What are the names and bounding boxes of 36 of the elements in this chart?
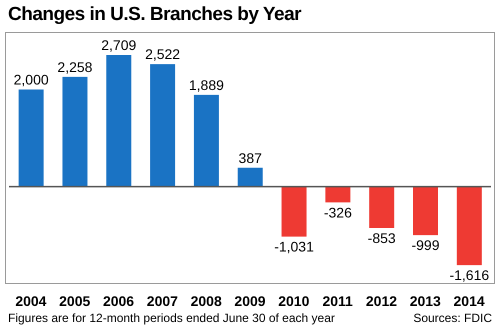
chart-title: Changes in U.S. Branches by Year xyxy=(8,4,302,26)
bar xyxy=(325,186,350,202)
data-label: 387 xyxy=(238,150,262,166)
x-tick-label: 2012 xyxy=(366,292,398,309)
x-tick-label: 2013 xyxy=(410,292,442,309)
data-label: -326 xyxy=(324,204,352,220)
data-label: 2,709 xyxy=(101,37,136,54)
x-tick-label: 2014 xyxy=(454,292,485,309)
data-label: 2,522 xyxy=(145,46,180,62)
bar xyxy=(18,89,44,187)
bar xyxy=(194,94,219,187)
x-tick-label: 2007 xyxy=(146,292,178,309)
data-label: -999 xyxy=(411,237,440,254)
data-label: 1,889 xyxy=(188,76,224,93)
data-label: -1,616 xyxy=(449,267,490,284)
data-label: 2,258 xyxy=(57,58,93,75)
bar xyxy=(238,168,263,187)
bar xyxy=(456,186,482,266)
text: Figures are for 12-month periods ended June 30 of each year xyxy=(8,311,335,325)
bar xyxy=(62,76,88,187)
x-tick-label: 2008 xyxy=(190,292,222,309)
x-tick-label: 2011 xyxy=(322,292,354,309)
x-tick-label: 2005 xyxy=(59,292,91,309)
source-note: Sources: FDIC xyxy=(413,311,492,325)
data-label: -853 xyxy=(368,230,396,246)
bar xyxy=(150,64,176,187)
x-tick-label: 2009 xyxy=(234,292,266,309)
x-tick-label: 2006 xyxy=(102,292,134,309)
bar xyxy=(369,186,394,228)
bar xyxy=(106,55,132,187)
x-tick-label: 2010 xyxy=(278,292,310,309)
x-tick-label: 2004 xyxy=(15,292,47,309)
bar xyxy=(282,186,307,237)
data-label: -1,031 xyxy=(274,238,314,255)
bar xyxy=(413,186,438,236)
data-label: 2,000 xyxy=(14,71,49,88)
